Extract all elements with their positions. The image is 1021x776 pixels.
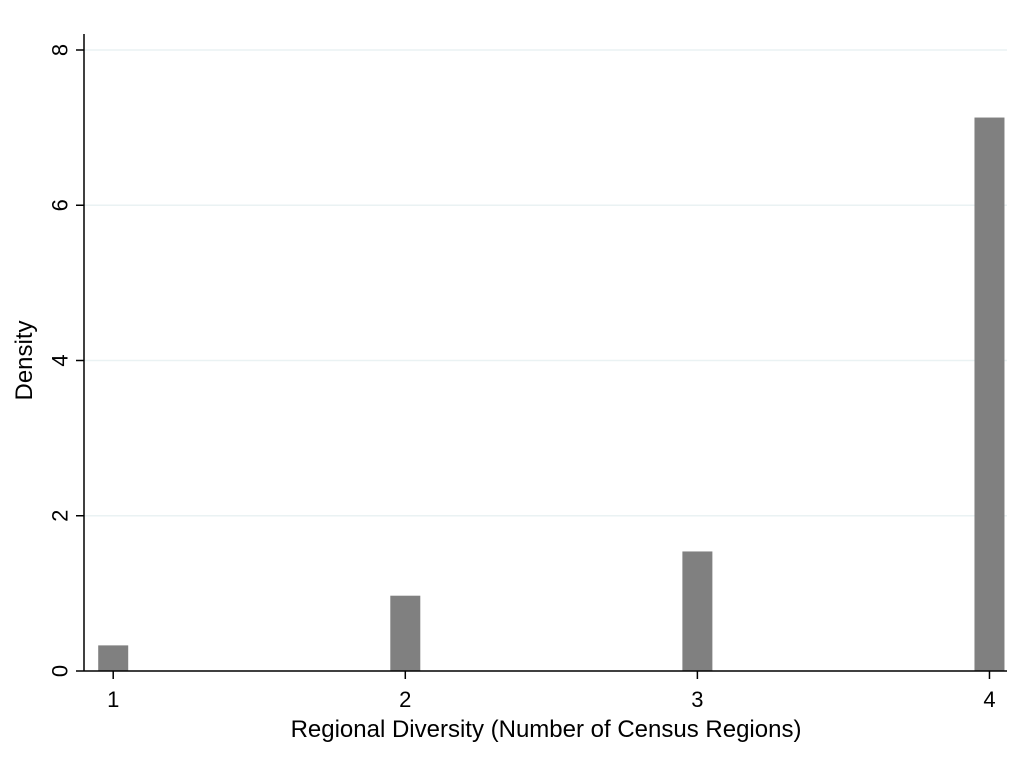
y-tick-label: 6 (48, 199, 73, 211)
bar-2 (390, 596, 420, 671)
bar-layer (98, 118, 1004, 671)
y-axis-title: Density (11, 320, 38, 400)
x-tick-label: 3 (691, 687, 703, 712)
x-tick-label: 4 (983, 687, 995, 712)
bar-4 (974, 118, 1004, 671)
x-tick-label: 2 (399, 687, 411, 712)
bar-1 (98, 645, 128, 671)
grid-layer (84, 50, 1007, 516)
y-ticks: 0 2 4 6 8 (48, 44, 85, 677)
y-tick-label: 0 (48, 665, 73, 677)
y-tick-label: 4 (48, 354, 73, 366)
y-tick-label: 8 (48, 44, 73, 56)
y-tick-label: 2 (48, 510, 73, 522)
x-tick-label: 1 (107, 687, 119, 712)
x-ticks: 1 2 3 4 (107, 671, 996, 712)
bar-3 (682, 551, 712, 671)
x-axis-title: Regional Diversity (Number of Census Reg… (291, 716, 802, 743)
